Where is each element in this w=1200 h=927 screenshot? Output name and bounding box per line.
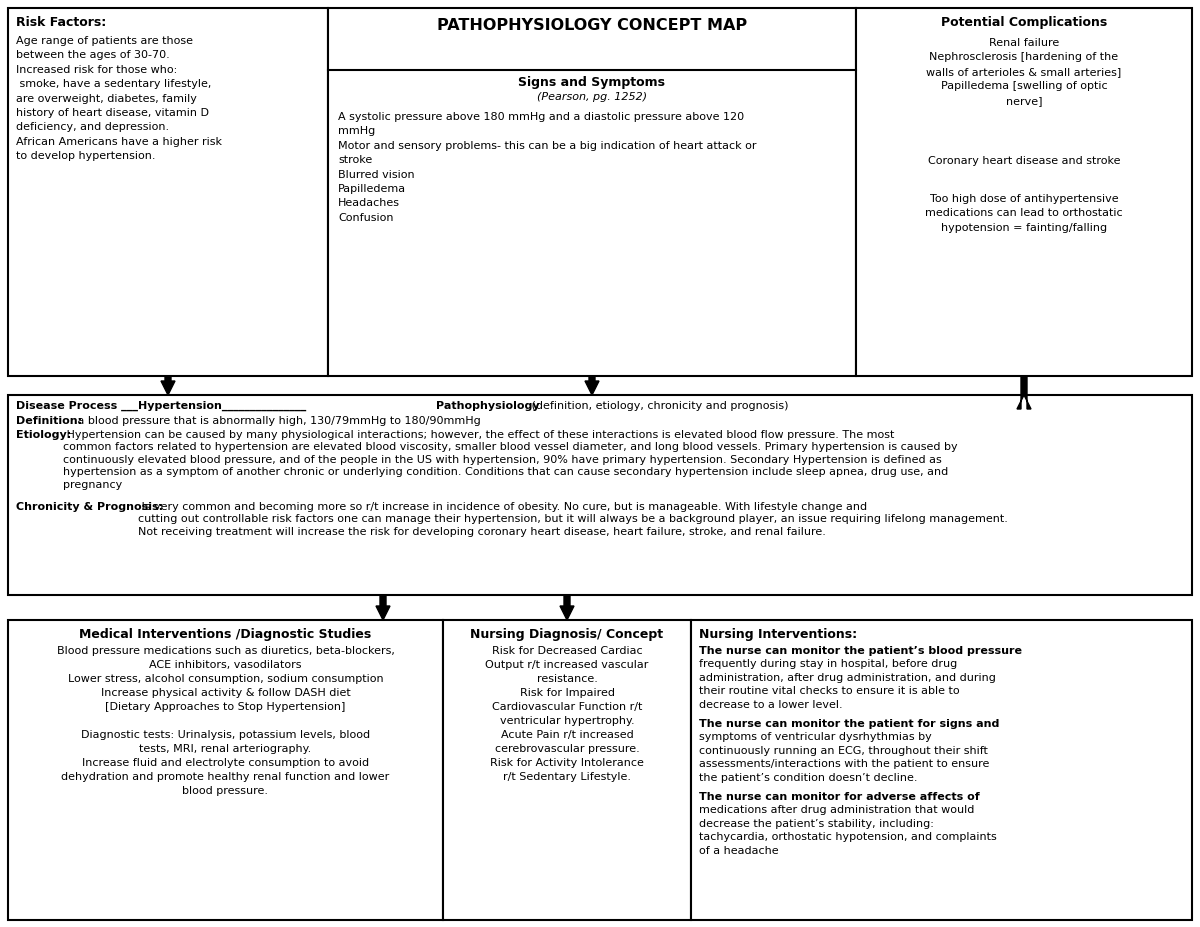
Bar xyxy=(691,620,1192,920)
Text: (definition, etiology, chronicity and prognosis): (definition, etiology, chronicity and pr… xyxy=(528,401,788,411)
Text: Hypertension can be caused by many physiological interactions; however, the effe: Hypertension can be caused by many physi… xyxy=(64,430,958,489)
Polygon shape xyxy=(1018,376,1031,409)
Text: symptoms of ventricular dysrhythmias by
continuously running an ECG, throughout : symptoms of ventricular dysrhythmias by … xyxy=(698,732,989,782)
Polygon shape xyxy=(586,376,599,395)
Polygon shape xyxy=(161,376,175,395)
Text: The nurse can monitor the patient’s blood pressure: The nurse can monitor the patient’s bloo… xyxy=(698,646,1022,656)
Text: Is very common and becoming more so r/t increase in incidence of obesity. No cur: Is very common and becoming more so r/t … xyxy=(138,502,1008,537)
Text: medications after drug administration that would
decrease the patient’s stabilit: medications after drug administration th… xyxy=(698,805,997,856)
Text: Pathophysiology: Pathophysiology xyxy=(436,401,540,411)
Text: The nurse can monitor the patient for signs and: The nurse can monitor the patient for si… xyxy=(698,719,1000,729)
Bar xyxy=(443,620,691,920)
Bar xyxy=(328,8,856,376)
Text: Renal failure
Nephrosclerosis [hardening of the
walls of arterioles & small arte: Renal failure Nephrosclerosis [hardening… xyxy=(926,38,1122,106)
Text: Age range of patients are those
between the ages of 30-70.
Increased risk for th: Age range of patients are those between … xyxy=(16,36,222,161)
Text: Chronicity & Prognosis:: Chronicity & Prognosis: xyxy=(16,502,163,512)
Polygon shape xyxy=(560,595,574,620)
Text: Signs and Symptoms: Signs and Symptoms xyxy=(518,76,666,89)
Text: Coronary heart disease and stroke: Coronary heart disease and stroke xyxy=(928,156,1121,166)
Text: Nursing Interventions:: Nursing Interventions: xyxy=(698,628,857,641)
Text: Disease Process ___Hypertension_______________: Disease Process ___Hypertension_________… xyxy=(16,401,306,412)
Text: Risk Factors:: Risk Factors: xyxy=(16,16,107,29)
Text: a blood pressure that is abnormally high, 130/79mmHg to 180/90mmHg: a blood pressure that is abnormally high… xyxy=(74,416,481,426)
Text: Potential Complications: Potential Complications xyxy=(941,16,1108,29)
Bar xyxy=(8,395,1192,595)
Bar xyxy=(856,8,1192,376)
Text: PATHOPHYSIOLOGY CONCEPT MAP: PATHOPHYSIOLOGY CONCEPT MAP xyxy=(437,18,748,33)
Text: Definition:: Definition: xyxy=(16,416,82,426)
Text: Nursing Diagnosis/ Concept: Nursing Diagnosis/ Concept xyxy=(470,628,664,641)
Text: The nurse can monitor for adverse affects of: The nurse can monitor for adverse affect… xyxy=(698,792,979,802)
Text: Etiology:: Etiology: xyxy=(16,430,71,440)
Bar xyxy=(8,8,328,376)
Text: (Pearson, pg. 1252): (Pearson, pg. 1252) xyxy=(536,92,647,102)
Polygon shape xyxy=(376,595,390,620)
Text: A systolic pressure above 180 mmHg and a diastolic pressure above 120
mmHg
Motor: A systolic pressure above 180 mmHg and a… xyxy=(338,112,756,222)
Text: frequently during stay in hospital, before drug
administration, after drug admin: frequently during stay in hospital, befo… xyxy=(698,659,996,710)
Bar xyxy=(8,620,443,920)
Text: Medical Interventions /Diagnostic Studies: Medical Interventions /Diagnostic Studie… xyxy=(79,628,372,641)
Text: Blood pressure medications such as diuretics, beta-blockers,
ACE inhibitors, vas: Blood pressure medications such as diure… xyxy=(56,646,395,796)
Text: Risk for Decreased Cardiac
Output r/t increased vascular
resistance.
Risk for Im: Risk for Decreased Cardiac Output r/t in… xyxy=(485,646,649,782)
Text: Too high dose of antihypertensive
medications can lead to orthostatic
hypotensio: Too high dose of antihypertensive medica… xyxy=(925,194,1123,233)
